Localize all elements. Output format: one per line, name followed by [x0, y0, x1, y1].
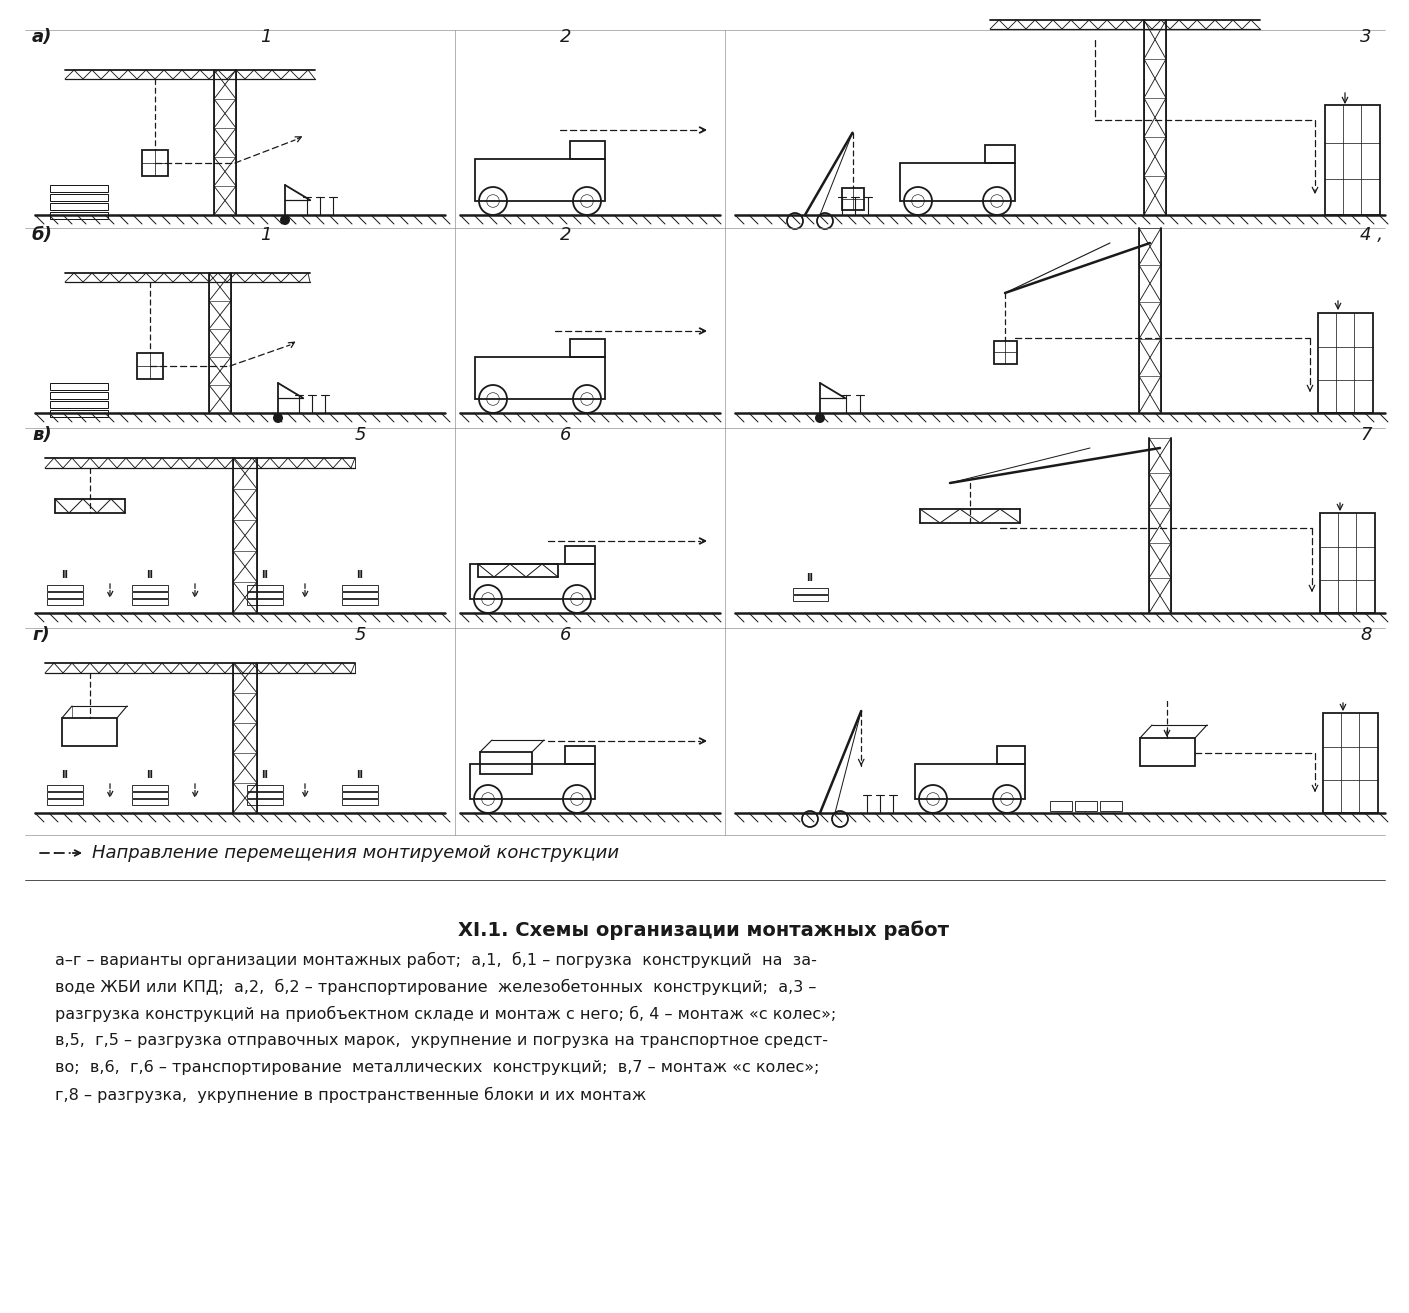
- Bar: [342, 586, 378, 591]
- Bar: [1050, 801, 1072, 811]
- Bar: [475, 159, 604, 201]
- Bar: [565, 546, 595, 565]
- Bar: [49, 400, 108, 408]
- Bar: [49, 194, 108, 201]
- Bar: [132, 792, 168, 798]
- Circle shape: [273, 414, 283, 423]
- Text: II: II: [262, 769, 269, 780]
- Bar: [49, 393, 108, 399]
- Bar: [46, 592, 83, 597]
- Bar: [1100, 801, 1122, 811]
- Text: II: II: [62, 769, 69, 780]
- Bar: [62, 718, 117, 746]
- Text: 8: 8: [1360, 626, 1371, 643]
- Bar: [471, 565, 595, 599]
- Bar: [342, 599, 378, 605]
- Text: 3: 3: [1360, 28, 1371, 46]
- Bar: [1140, 738, 1195, 765]
- Bar: [985, 144, 1014, 163]
- Bar: [471, 764, 595, 800]
- Bar: [1317, 312, 1372, 414]
- Text: II: II: [356, 769, 364, 780]
- Bar: [132, 592, 168, 597]
- Text: Направление перемещения монтируемой конструкции: Направление перемещения монтируемой конс…: [92, 844, 619, 863]
- Text: разгрузка конструкций на приобъектном складе и монтаж с него; б, 4 – монтаж «с к: разгрузка конструкций на приобъектном ск…: [55, 1006, 837, 1022]
- Bar: [1320, 513, 1375, 613]
- Bar: [49, 185, 108, 192]
- Text: во;  в,6,  г,6 – транспортирование  металлических  конструкций;  в,7 – монтаж «с: во; в,6, г,6 – транспортирование металли…: [55, 1060, 820, 1075]
- Bar: [342, 785, 378, 790]
- Bar: [247, 586, 283, 591]
- Text: 6: 6: [559, 626, 572, 643]
- Bar: [475, 357, 604, 399]
- Bar: [841, 188, 864, 210]
- Bar: [132, 800, 168, 805]
- Text: 4 ,: 4 ,: [1360, 226, 1384, 244]
- Text: г): г): [32, 626, 49, 643]
- Bar: [46, 800, 83, 805]
- Circle shape: [280, 215, 290, 225]
- Bar: [49, 410, 108, 418]
- Text: 2: 2: [559, 226, 572, 244]
- Text: а–г – варианты организации монтажных работ;  а,1,  б,1 – погрузка  конструкций  : а–г – варианты организации монтажных раб…: [55, 952, 817, 968]
- Bar: [480, 752, 533, 773]
- Text: II: II: [62, 570, 69, 580]
- Bar: [247, 785, 283, 790]
- Bar: [1075, 801, 1098, 811]
- Text: 1: 1: [261, 28, 272, 46]
- Text: а): а): [32, 28, 52, 46]
- Bar: [571, 339, 604, 357]
- Text: XI.1. Схемы организации монтажных работ: XI.1. Схемы организации монтажных работ: [458, 920, 950, 940]
- Bar: [793, 595, 828, 601]
- Text: II: II: [356, 570, 364, 580]
- Text: II: II: [147, 769, 154, 780]
- Bar: [46, 792, 83, 798]
- Bar: [247, 792, 283, 798]
- Bar: [49, 204, 108, 210]
- Text: 6: 6: [559, 425, 572, 444]
- Bar: [998, 746, 1024, 764]
- Bar: [793, 588, 828, 593]
- Text: в,5,  г,5 – разгрузка отправочных марок,  укрупнение и погрузка на транспортное : в,5, г,5 – разгрузка отправочных марок, …: [55, 1033, 828, 1048]
- Bar: [247, 592, 283, 597]
- Bar: [247, 800, 283, 805]
- Text: 1: 1: [261, 226, 272, 244]
- Bar: [49, 383, 108, 390]
- Text: 7: 7: [1360, 425, 1371, 444]
- Text: 5: 5: [355, 626, 366, 643]
- Text: 5: 5: [355, 425, 366, 444]
- Bar: [132, 599, 168, 605]
- Text: II: II: [147, 570, 154, 580]
- Text: II: II: [806, 572, 813, 583]
- Bar: [900, 163, 1014, 201]
- Bar: [914, 764, 1024, 800]
- Bar: [247, 599, 283, 605]
- Bar: [46, 599, 83, 605]
- Bar: [993, 341, 1017, 364]
- Bar: [342, 592, 378, 597]
- Bar: [46, 785, 83, 790]
- Bar: [1323, 713, 1378, 813]
- Bar: [342, 800, 378, 805]
- Bar: [132, 586, 168, 591]
- Bar: [132, 785, 168, 790]
- Bar: [142, 150, 168, 176]
- Bar: [342, 792, 378, 798]
- Text: г,8 – разгрузка,  укрупнение в пространственные блоки и их монтаж: г,8 – разгрузка, укрупнение в пространст…: [55, 1087, 647, 1103]
- Text: воде ЖБИ или КПД;  а,2,  б,2 – транспортирование  железобетонных  конструкций;  : воде ЖБИ или КПД; а,2, б,2 – транспортир…: [55, 979, 816, 995]
- Circle shape: [814, 414, 826, 423]
- Text: в): в): [32, 425, 52, 444]
- Bar: [137, 353, 163, 379]
- Bar: [1324, 105, 1379, 215]
- Bar: [49, 211, 108, 219]
- Bar: [565, 746, 595, 764]
- Text: 2: 2: [559, 28, 572, 46]
- Text: II: II: [262, 570, 269, 580]
- Text: б): б): [32, 226, 54, 244]
- Bar: [571, 140, 604, 159]
- Bar: [46, 586, 83, 591]
